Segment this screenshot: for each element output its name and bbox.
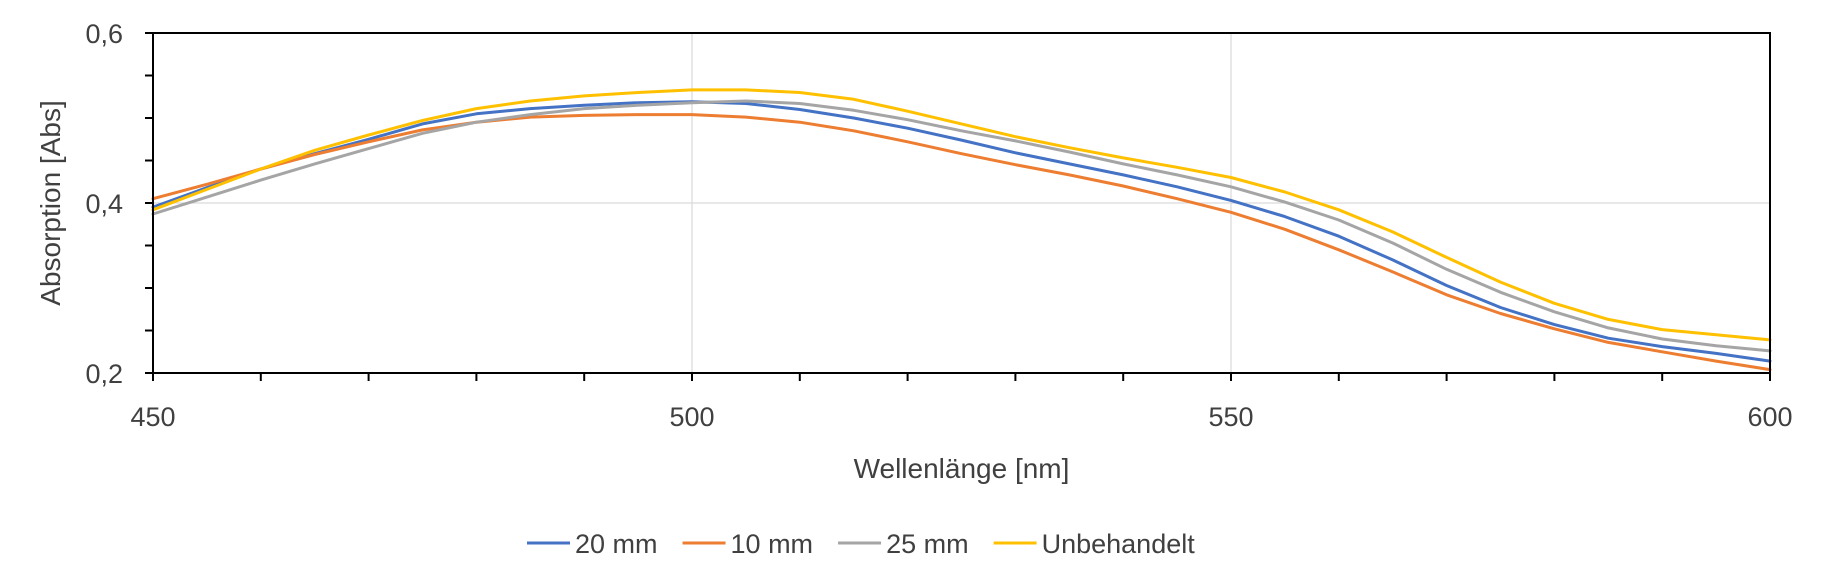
x-tick-label: 550 — [1208, 402, 1253, 432]
axis-ticks — [145, 32, 1771, 381]
legend-item: Unbehandelt — [993, 529, 1196, 559]
x-axis-label: Wellenlänge [nm] — [854, 453, 1070, 484]
y-tick-label: 0,2 — [85, 359, 123, 389]
series-line-20-mm — [151, 100, 1772, 363]
y-axis-label: Absorption [Abs] — [35, 100, 66, 305]
legend-item: 20 mm — [527, 529, 658, 559]
legend-label: Unbehandelt — [1042, 529, 1196, 559]
y-tick-label: 0,6 — [85, 19, 123, 49]
series-line-25-mm — [151, 99, 1772, 353]
legend-label: 25 mm — [886, 529, 969, 559]
legend-label: 10 mm — [731, 529, 814, 559]
y-tick-label: 0,4 — [85, 189, 123, 219]
series-line-10-mm — [151, 113, 1772, 372]
legend-item: 10 mm — [682, 529, 814, 559]
series-layer — [151, 88, 1772, 372]
legend-label: 20 mm — [575, 529, 658, 559]
series-line-unbehandelt — [151, 88, 1772, 342]
x-tick-labels: 450 500 550 600 — [130, 402, 1792, 432]
x-tick-label: 600 — [1747, 402, 1792, 432]
legend: 20 mm 10 mm 25 mm Unbehandelt — [527, 529, 1195, 559]
y-tick-labels: 0,2 0,4 0,6 — [85, 19, 123, 389]
x-tick-label: 500 — [669, 402, 714, 432]
x-tick-label: 450 — [130, 402, 175, 432]
legend-item: 25 mm — [838, 529, 969, 559]
